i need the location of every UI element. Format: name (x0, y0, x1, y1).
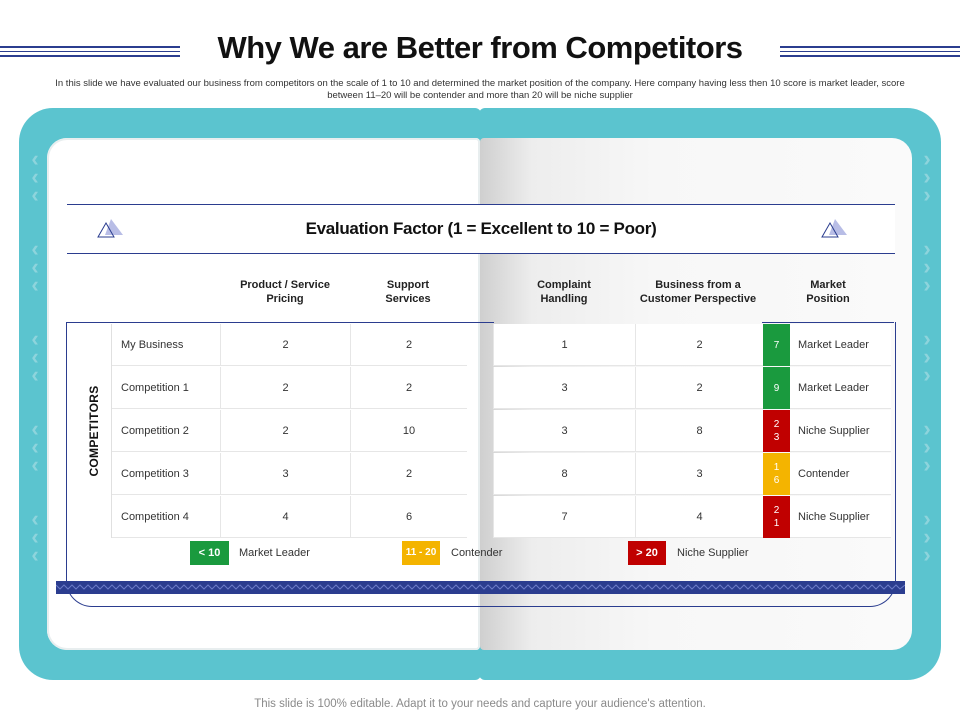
row-support: 2 (350, 324, 467, 366)
score-badge: 21 (763, 496, 790, 538)
triangle-right-icon (821, 219, 847, 238)
row-name: Competition 2 (112, 410, 220, 452)
column-header-business: Business from a Customer Perspective (639, 279, 757, 305)
legend-leader-badge: < 10 (190, 541, 229, 565)
score-value: 9 (773, 382, 780, 394)
score-badge: 7 (763, 324, 790, 366)
row-business: 8 (635, 410, 763, 452)
column-header-complaint: Complaint Handling (537, 279, 591, 305)
row-pricing: 4 (220, 496, 350, 538)
row-name: Competition 3 (112, 453, 220, 495)
row-support: 2 (350, 367, 467, 409)
row-complaint: 1 (493, 324, 635, 366)
row-business: 2 (635, 367, 763, 409)
row-complaint: 8 (493, 453, 635, 495)
table-outline-top-right (762, 322, 894, 324)
evaluation-header: Evaluation Factor (1 = Excellent to 10 =… (67, 204, 895, 254)
score-badge: 9 (763, 367, 790, 409)
legend-niche-label: Niche Supplier (677, 547, 749, 559)
row-business: 3 (635, 453, 763, 495)
competitors-side-panel (76, 324, 112, 538)
row-complaint: 7 (493, 496, 635, 538)
row-pricing: 2 (220, 410, 350, 452)
row-business: 4 (635, 496, 763, 538)
row-pricing: 2 (220, 367, 350, 409)
competitors-label: COMPETITORS (87, 385, 101, 477)
legend-niche-badge: > 20 (628, 541, 666, 565)
row-position: Niche Supplier (790, 496, 891, 538)
zigzag-stripe (56, 581, 905, 594)
score-value: 7 (773, 339, 780, 351)
score-value: 21 (773, 505, 780, 529)
row-support: 10 (350, 410, 467, 452)
evaluation-title: Evaluation Factor (1 = Excellent to 10 =… (305, 219, 657, 238)
triangle-left-icon (97, 219, 123, 238)
slide-subtitle: In this slide we have evaluated our busi… (55, 78, 905, 101)
header-lines-right (780, 46, 960, 60)
zigzag-line (56, 584, 905, 590)
row-name: My Business (112, 324, 220, 366)
footer-note: This slide is 100% editable. Adapt it to… (254, 698, 706, 710)
column-header-position: Market Position (806, 279, 850, 305)
legend-contender-label: Contender (451, 547, 503, 559)
table-outline-top-left (66, 322, 494, 324)
score-value: 23 (773, 419, 780, 443)
legend-leader-label: Market Leader (239, 547, 310, 559)
row-position: Contender (790, 453, 891, 495)
header-lines-left (0, 46, 180, 60)
table-outline (66, 322, 896, 607)
chevron-pattern-left-icon: ‹ ‹ ‹ ‹ ‹ ‹ ‹ ‹ ‹ ‹ ‹ ‹ ‹ ‹ ‹ (31, 146, 39, 567)
row-pricing: 3 (220, 453, 350, 495)
row-pricing: 2 (220, 324, 350, 366)
row-name: Competition 1 (112, 367, 220, 409)
column-header-pricing: Product / Service Pricing (240, 279, 330, 305)
score-value: 16 (773, 462, 780, 486)
slide-title: Why We are Better from Competitors (217, 30, 743, 65)
row-support: 2 (350, 453, 467, 495)
chevron-pattern-right-icon: › › › › › › › › › › › › › › › (923, 146, 931, 567)
score-badge: 16 (763, 453, 790, 495)
column-header-support: Support Services (385, 279, 431, 305)
row-name: Competition 4 (112, 496, 220, 538)
row-complaint: 3 (493, 367, 635, 409)
row-position: Market Leader (790, 324, 891, 366)
row-business: 2 (635, 324, 763, 366)
score-badge: 23 (763, 410, 790, 452)
row-position: Niche Supplier (790, 410, 891, 452)
legend-contender-badge: 11 - 20 (402, 541, 440, 565)
row-position: Market Leader (790, 367, 891, 409)
row-complaint: 3 (493, 410, 635, 452)
row-support: 6 (350, 496, 467, 538)
